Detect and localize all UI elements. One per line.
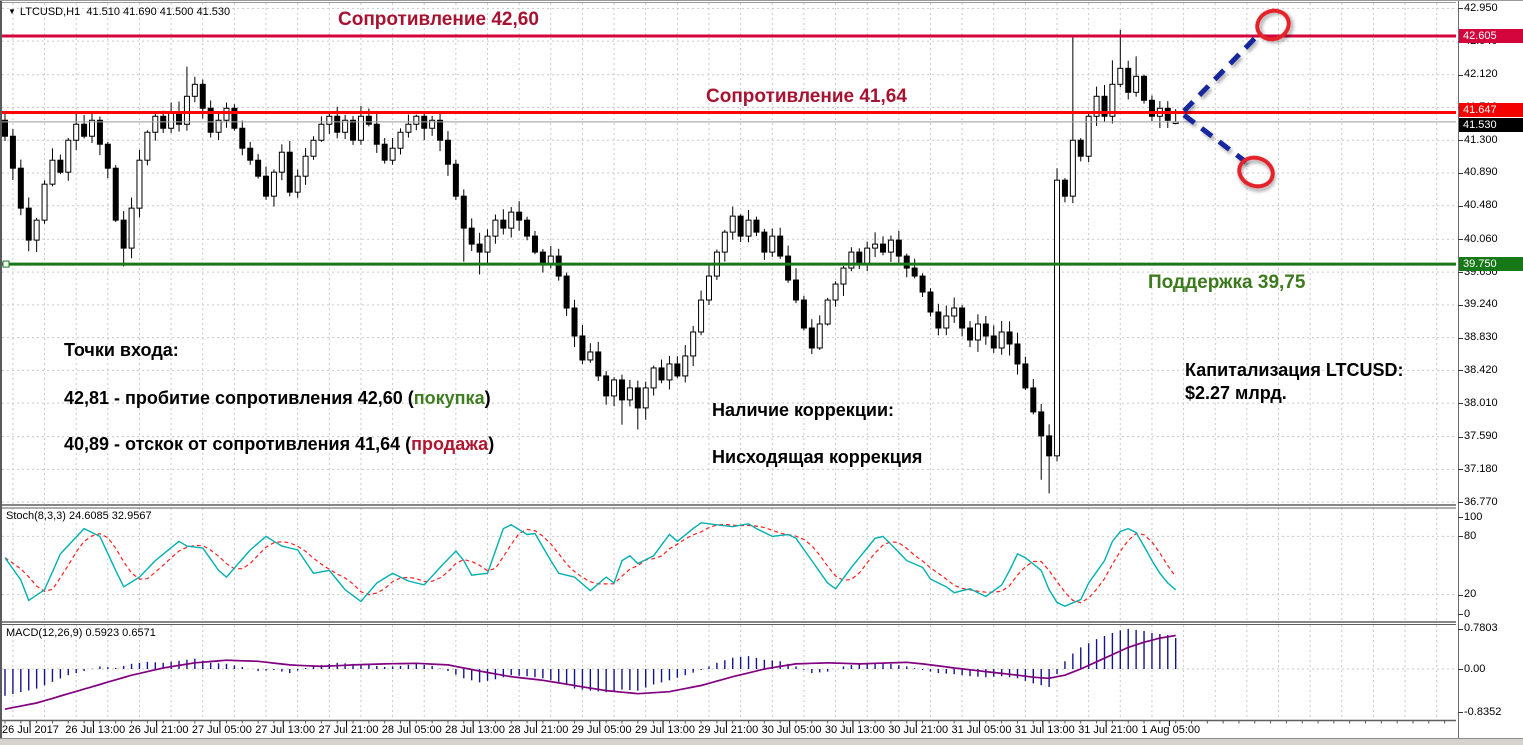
trend-arrow-down[interactable]	[1182, 113, 1248, 164]
correction-value: Нисходящая коррекция	[712, 447, 923, 467]
candles	[2, 29, 1179, 494]
time-tick: 28 Jul 13:00	[445, 724, 506, 736]
price-tick: 37.590	[1464, 430, 1498, 443]
price-badge-39.750: 39.750	[1459, 257, 1523, 272]
symbol-dropdown-icon[interactable]: ▼	[8, 7, 16, 16]
time-tick: 26 Jul 2017	[2, 724, 59, 736]
price-tick: 40.060	[1464, 232, 1498, 245]
time-tick: 27 Jul 05:00	[191, 724, 252, 736]
macd-indicator-label: MACD(12,26,9) 0.5923 0.6571	[6, 627, 156, 639]
stoch-tick: 100	[1464, 510, 1483, 523]
circle-down-target[interactable]	[1236, 153, 1277, 190]
capitalization-line2: $2.27 млрд.	[1185, 383, 1287, 403]
symbol-label: LTCUSD,H1	[19, 6, 81, 18]
entry-sell-highlight: продажа	[411, 434, 489, 454]
stoch-signal-line	[4, 523, 1177, 604]
price-tick: 37.180	[1464, 462, 1498, 475]
capitalization-line1: Капитализация LTCUSD:	[1185, 360, 1404, 380]
entry-buy-line: 42,81 - пробитие сопротивления 42,60 (по…	[64, 388, 491, 408]
time-tick: 26 Jul 13:00	[65, 724, 126, 736]
price-badge-41.647: 41.647	[1459, 102, 1523, 117]
resistance-42.60-label: Сопротивление 42,60	[338, 9, 539, 30]
main-chart-canvas[interactable]	[0, 1, 1458, 745]
time-tick: 31 Jul 13:00	[1014, 724, 1075, 736]
price-tick: 40.480	[1464, 199, 1498, 212]
symbol-info: ▼ LTCUSD,H1 41.510 41.690 41.500 41.530	[8, 6, 230, 18]
macd-signal-line	[4, 634, 1176, 711]
resistance-41.64-label: Сопротивление 41,64	[706, 86, 907, 107]
price-tick: 40.890	[1464, 166, 1498, 179]
macd-tick: 0.7803	[1464, 622, 1498, 635]
price-tick: 36.770	[1464, 495, 1498, 508]
price-axis-divider	[1458, 1, 1459, 738]
macd-tick: -0.8352	[1464, 705, 1502, 718]
time-tick: 27 Jul 21:00	[318, 724, 379, 736]
price-tick: 39.240	[1464, 298, 1498, 311]
support-line-handle	[2, 260, 10, 268]
time-tick: 30 Jul 05:00	[761, 724, 822, 736]
stoch-tick: 80	[1464, 529, 1477, 542]
time-tick: 28 Jul 05:00	[381, 724, 442, 736]
stoch-main-line	[4, 522, 1177, 607]
support-39.75-label: Поддержка 39,75	[1148, 272, 1306, 293]
time-tick: 29 Jul 05:00	[571, 724, 632, 736]
time-tick: 31 Jul 21:00	[1078, 724, 1139, 736]
correction-title: Наличие коррекции:	[712, 400, 895, 420]
symbol-ohlc: 41.510 41.690 41.500 41.530	[86, 6, 231, 18]
price-badge-41.530: 41.530	[1459, 117, 1523, 132]
price-tick: 42.120	[1464, 68, 1498, 81]
price-tick: 38.830	[1464, 331, 1498, 344]
price-badge-42.605: 42.605	[1459, 28, 1523, 43]
time-tick: 1 Aug 05:00	[1141, 724, 1201, 736]
trend-arrow-up[interactable]	[1182, 30, 1263, 113]
time-tick: 31 Jul 05:00	[951, 724, 1012, 736]
stoch-tick: 20	[1464, 588, 1477, 601]
entry-points-title: Точки входа:	[64, 340, 179, 360]
entry-sell-line: 40,89 - отскок от сопротивления 41,64 (п…	[64, 434, 495, 454]
stoch-tick: 0	[1464, 607, 1471, 620]
time-tick: 29 Jul 21:00	[698, 724, 759, 736]
time-tick: 27 Jul 13:00	[255, 724, 316, 736]
time-tick: 26 Jul 21:00	[128, 724, 189, 736]
price-tick: 41.300	[1464, 133, 1498, 146]
stoch-indicator-label: Stoch(8,3,3) 24.6085 32.9567	[6, 510, 152, 522]
price-tick: 38.010	[1464, 396, 1498, 409]
circle-up-target[interactable]	[1253, 6, 1293, 44]
entry-buy-text: 42,81 - пробитие сопротивления 42,60 (	[64, 388, 414, 408]
time-tick: 30 Jul 13:00	[824, 724, 885, 736]
time-tick: 30 Jul 21:00	[888, 724, 949, 736]
macd-histogram	[4, 628, 1177, 696]
price-tick: 42.950	[1464, 1, 1498, 14]
time-tick: 28 Jul 21:00	[508, 724, 569, 736]
status-strip	[0, 738, 1523, 745]
capitalization-note: Капитализация LTCUSD: $2.27 млрд.	[1185, 359, 1404, 405]
entry-buy-highlight: покупка	[413, 388, 485, 408]
price-tick: 38.420	[1464, 363, 1498, 376]
entry-sell-text: 40,89 - отскок от сопротивления 41,64 (	[64, 434, 412, 454]
macd-tick: 0.00	[1464, 662, 1486, 675]
time-tick: 29 Jul 13:00	[635, 724, 695, 736]
